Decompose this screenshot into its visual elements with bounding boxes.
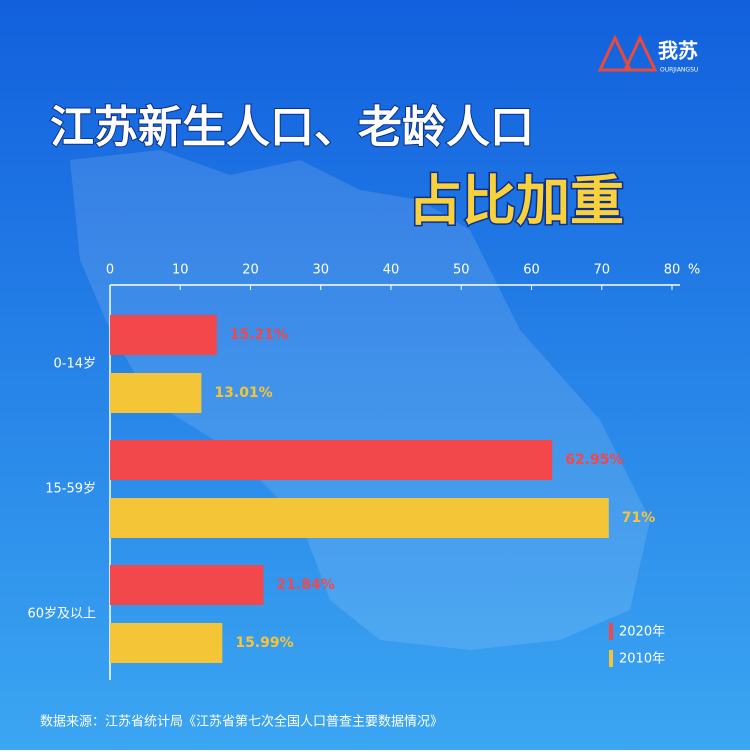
legend-label: 2020年 [619,625,665,640]
chart-subtitle: 占比加重 [408,170,624,233]
y-tick-label: 0-14岁 [53,357,96,372]
chart-title: 江苏新生人口、老龄人口 [50,102,534,153]
legend-swatch [609,623,613,640]
bar [110,498,609,538]
x-tick-label: 60 [523,263,540,278]
x-tick-label: 30 [312,263,329,278]
x-tick-label: 0 [106,263,114,278]
bar [110,440,553,480]
logo-icon [597,34,658,72]
bar [110,565,264,605]
x-tick-label: 20 [242,263,259,278]
logo-name: 我苏 [658,39,698,63]
value-label: 62.95% [565,452,623,468]
value-label: 15.99% [235,635,293,651]
x-unit: % [688,263,700,278]
x-tick-label: 50 [453,263,470,278]
x-tick-label: 10 [172,263,189,278]
value-label: 21.84% [276,577,334,593]
logo: 我苏 OURJIANGSU [597,34,698,74]
source: 数据来源：江苏省统计局《江苏省第七次全国人口普查主要数据情况》 [40,714,443,730]
bar [110,623,223,663]
bar [110,315,217,355]
legend-swatch [609,650,613,667]
x-tick-label: 80 [664,263,681,278]
logo-subtitle: OURJIANGSU [660,67,698,74]
legend-label: 2010年 [619,652,665,667]
x-tick-label: 40 [383,263,400,278]
y-tick-label: 60岁及以上 [27,607,96,622]
bar [110,373,202,413]
y-tick-label: 15-59岁 [45,482,96,497]
value-label: 15.21% [230,327,288,343]
value-label: 71% [622,510,656,526]
value-label: 13.01% [214,385,272,401]
x-tick-label: 70 [593,263,610,278]
